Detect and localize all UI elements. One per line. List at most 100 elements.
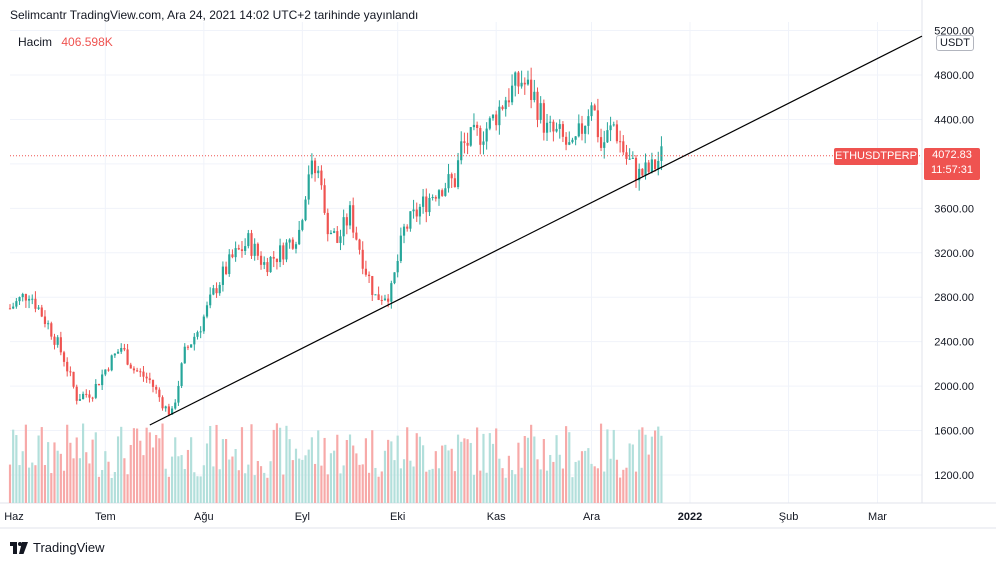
volume-bar bbox=[542, 439, 545, 503]
volume-bar bbox=[110, 477, 113, 503]
candle-body bbox=[21, 294, 24, 298]
candle-body bbox=[558, 124, 561, 129]
candle-body bbox=[120, 347, 123, 352]
candle-body bbox=[657, 160, 660, 169]
candle-body bbox=[247, 233, 250, 247]
candle-body bbox=[619, 141, 622, 143]
volume-bar bbox=[151, 447, 155, 503]
volume-bar bbox=[539, 469, 542, 503]
candle-body bbox=[647, 162, 650, 172]
volume-bar bbox=[196, 476, 199, 503]
volume-bar bbox=[240, 427, 244, 503]
candle-body bbox=[333, 231, 336, 233]
volume-bar bbox=[329, 453, 333, 503]
volume-bar bbox=[450, 448, 453, 503]
candle-body bbox=[177, 385, 180, 403]
volume-bar bbox=[565, 426, 568, 503]
candle-body bbox=[263, 262, 266, 265]
candle-body bbox=[126, 349, 129, 365]
candle-body bbox=[542, 103, 545, 133]
candle-body bbox=[107, 369, 110, 371]
candle-body bbox=[577, 123, 580, 137]
time-tick-label: 2022 bbox=[678, 511, 702, 523]
price-tick-label: 1600.00 bbox=[934, 426, 974, 438]
volume-bar bbox=[120, 426, 123, 503]
volume-bar bbox=[18, 465, 21, 503]
volume-bar bbox=[660, 435, 663, 503]
candle-body bbox=[552, 121, 555, 132]
candle-body bbox=[161, 397, 164, 409]
volume-bar bbox=[104, 451, 107, 503]
volume-bar bbox=[266, 477, 269, 503]
candle-body bbox=[491, 114, 495, 119]
volume-bar bbox=[202, 465, 205, 503]
candle-body bbox=[574, 136, 577, 140]
volume-bar bbox=[434, 451, 437, 503]
volume-bar bbox=[409, 460, 412, 503]
candle-body bbox=[488, 118, 491, 129]
candle-body bbox=[402, 226, 406, 236]
volume-bar bbox=[533, 436, 536, 503]
volume-bar bbox=[606, 429, 609, 503]
volume-bar bbox=[256, 461, 259, 503]
candle-body bbox=[97, 383, 101, 386]
price-tick-label: 3600.00 bbox=[934, 203, 974, 215]
volume-bar bbox=[142, 455, 145, 503]
publish-note: Selimcantr TradingView.com, Ara 24, 2021… bbox=[10, 8, 419, 22]
candle-body bbox=[320, 170, 323, 186]
volume-bar bbox=[479, 470, 482, 503]
footer-brand[interactable]: TradingView bbox=[10, 540, 105, 555]
volume-bar bbox=[199, 476, 202, 503]
volume-bar bbox=[495, 428, 498, 503]
volume-bar bbox=[113, 472, 116, 503]
candle-body bbox=[377, 294, 380, 300]
footer-brand-label: TradingView bbox=[33, 540, 105, 555]
candle-body bbox=[307, 174, 310, 200]
volume-bar bbox=[72, 458, 75, 503]
volume-bar bbox=[510, 469, 514, 503]
candle-body bbox=[75, 386, 78, 401]
volume-bar bbox=[215, 424, 218, 503]
volume-bar bbox=[148, 432, 151, 503]
candle-body bbox=[555, 128, 558, 132]
price-tick-label: 5200.00 bbox=[934, 26, 974, 38]
candle-body bbox=[634, 157, 638, 181]
volume-bar bbox=[641, 427, 644, 503]
last-price-value: 4072.83 bbox=[932, 149, 972, 161]
volume-bar bbox=[472, 474, 476, 503]
volume-bar bbox=[91, 439, 94, 503]
candle-body bbox=[587, 116, 590, 126]
candle-body bbox=[526, 79, 530, 85]
volume-bar bbox=[301, 459, 304, 503]
volume-bar bbox=[85, 452, 88, 503]
candle-body bbox=[615, 124, 619, 142]
volume-bar bbox=[212, 466, 215, 503]
candle-body bbox=[399, 235, 402, 262]
candle-body bbox=[110, 355, 113, 371]
time-tick-label: Eyl bbox=[295, 511, 310, 523]
volume-bar bbox=[285, 425, 288, 503]
candle-body bbox=[18, 297, 21, 302]
volume-bar bbox=[161, 423, 164, 503]
candle-body bbox=[167, 406, 170, 415]
candle-body bbox=[441, 190, 444, 196]
volume-bar bbox=[549, 454, 552, 503]
currency-unit-button[interactable]: USDT bbox=[936, 35, 974, 51]
volume-bar bbox=[447, 450, 450, 503]
volume-bar bbox=[517, 442, 520, 503]
candle-body bbox=[294, 244, 298, 249]
candle-body bbox=[62, 352, 66, 362]
candle-body bbox=[339, 236, 342, 243]
volume-bar bbox=[377, 476, 380, 503]
volume-bar bbox=[638, 429, 641, 503]
candle-body bbox=[348, 205, 352, 226]
volume-bar bbox=[536, 459, 539, 503]
volume-bar bbox=[221, 439, 224, 503]
candle-body bbox=[329, 232, 333, 235]
volume-bar bbox=[269, 461, 272, 503]
volume-bar bbox=[81, 423, 85, 503]
candle-body bbox=[116, 351, 120, 354]
candle-body bbox=[501, 106, 504, 110]
volume-bar bbox=[231, 456, 234, 503]
